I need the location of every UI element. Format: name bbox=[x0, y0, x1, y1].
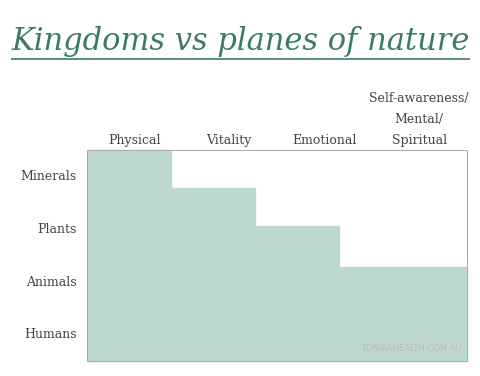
Polygon shape bbox=[86, 150, 466, 361]
Text: Emotional: Emotional bbox=[291, 133, 356, 147]
Text: Vitality: Vitality bbox=[206, 133, 251, 147]
Text: Mental/: Mental/ bbox=[394, 113, 443, 126]
Text: Spiritual: Spiritual bbox=[391, 133, 446, 147]
Text: Self-awareness/: Self-awareness/ bbox=[369, 92, 468, 105]
Text: Humans: Humans bbox=[24, 328, 77, 341]
Bar bbox=[86, 150, 466, 361]
Text: Physical: Physical bbox=[108, 133, 160, 147]
Text: Minerals: Minerals bbox=[21, 170, 77, 183]
Text: TONIKAHEALTH.COM.AU: TONIKAHEALTH.COM.AU bbox=[360, 344, 461, 353]
Text: Kingdoms vs planes of nature: Kingdoms vs planes of nature bbox=[12, 26, 468, 57]
Text: Animals: Animals bbox=[26, 276, 77, 288]
Text: Plants: Plants bbox=[37, 223, 77, 236]
